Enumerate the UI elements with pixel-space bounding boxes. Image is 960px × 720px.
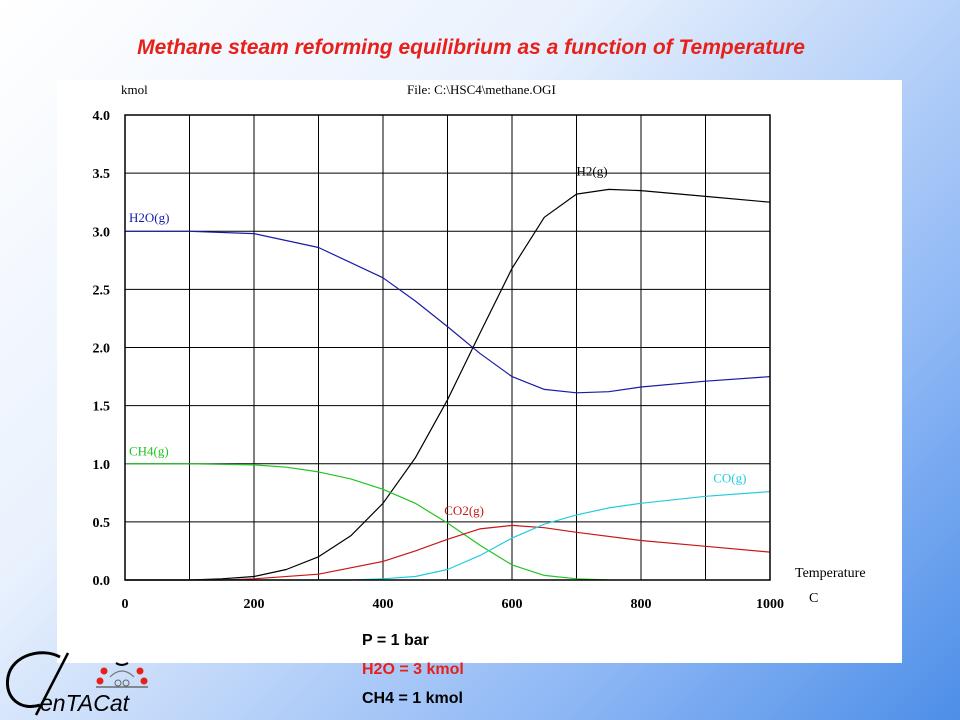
y-tick-label: 0.0 [93, 574, 111, 589]
y-tick-label: 1.0 [93, 458, 111, 473]
condition-h2o: H2O = 3 kmol [362, 661, 464, 678]
series-label-cog: CO(g) [713, 470, 746, 485]
condition-pressure: P = 1 bar [362, 632, 429, 649]
slide-title: Methane steam reforming equilibrium as a… [137, 36, 805, 59]
y-tick-label: 1.5 [93, 400, 111, 415]
y-tick-label: 2.5 [93, 283, 111, 298]
series-label-h2og: H2O(g) [129, 210, 169, 225]
chart-panel: H2O(g) H2(g) CH4(g) CO2(g) CO(g) 0 200 400 600 8… [57, 80, 902, 663]
y-tick-label: 0.5 [93, 516, 111, 531]
condition-ch4: CH4 = 1 kmol [362, 690, 463, 707]
y-unit-label: kmol [121, 82, 148, 97]
x-axis-unit: C [809, 591, 818, 606]
series-line-ch4g [125, 463, 609, 581]
series-lines: H2O(g) H2(g) CH4(g) CO2(g) CO(g) [125, 163, 771, 581]
file-label: File: C:\HSC4\methane.OGI [407, 82, 556, 97]
plot-frame [124, 114, 771, 581]
x-tick-label: 1000 [756, 597, 784, 612]
equilibrium-chart: H2O(g) H2(g) CH4(g) CO2(g) CO(g) 0 200 400 600 8… [93, 82, 866, 612]
series-line-cog [125, 491, 771, 581]
x-tick-label: 0 [122, 597, 129, 612]
series-line-h2g [125, 188, 771, 581]
y-tick-label: 4.0 [93, 109, 111, 124]
x-tick-label: 400 [373, 597, 394, 612]
series-line-co2g [125, 524, 771, 581]
y-tick-label: 3.5 [93, 167, 111, 182]
centacat-logo: enTACat [5, 651, 148, 716]
x-tick-label: 600 [502, 597, 523, 612]
series-label-ch4g: CH4(g) [129, 444, 169, 459]
series-line-h2og [125, 230, 771, 394]
molecule-icon [96, 662, 148, 688]
y-tick-label: 3.0 [93, 225, 111, 240]
axes: 0 200 400 600 800 1000 0.0 0.5 1.0 1.5 2.0 2.5 3.0 3.… [93, 109, 785, 612]
x-tick-label: 200 [244, 597, 265, 612]
series-label-h2g: H2(g) [577, 163, 608, 178]
x-tick-label: 800 [631, 597, 652, 612]
logo-text: enTACat [40, 690, 131, 716]
x-axis-label: Temperature [795, 566, 866, 581]
y-tick-label: 2.0 [93, 342, 111, 357]
series-label-co2g: CO2(g) [444, 503, 484, 518]
